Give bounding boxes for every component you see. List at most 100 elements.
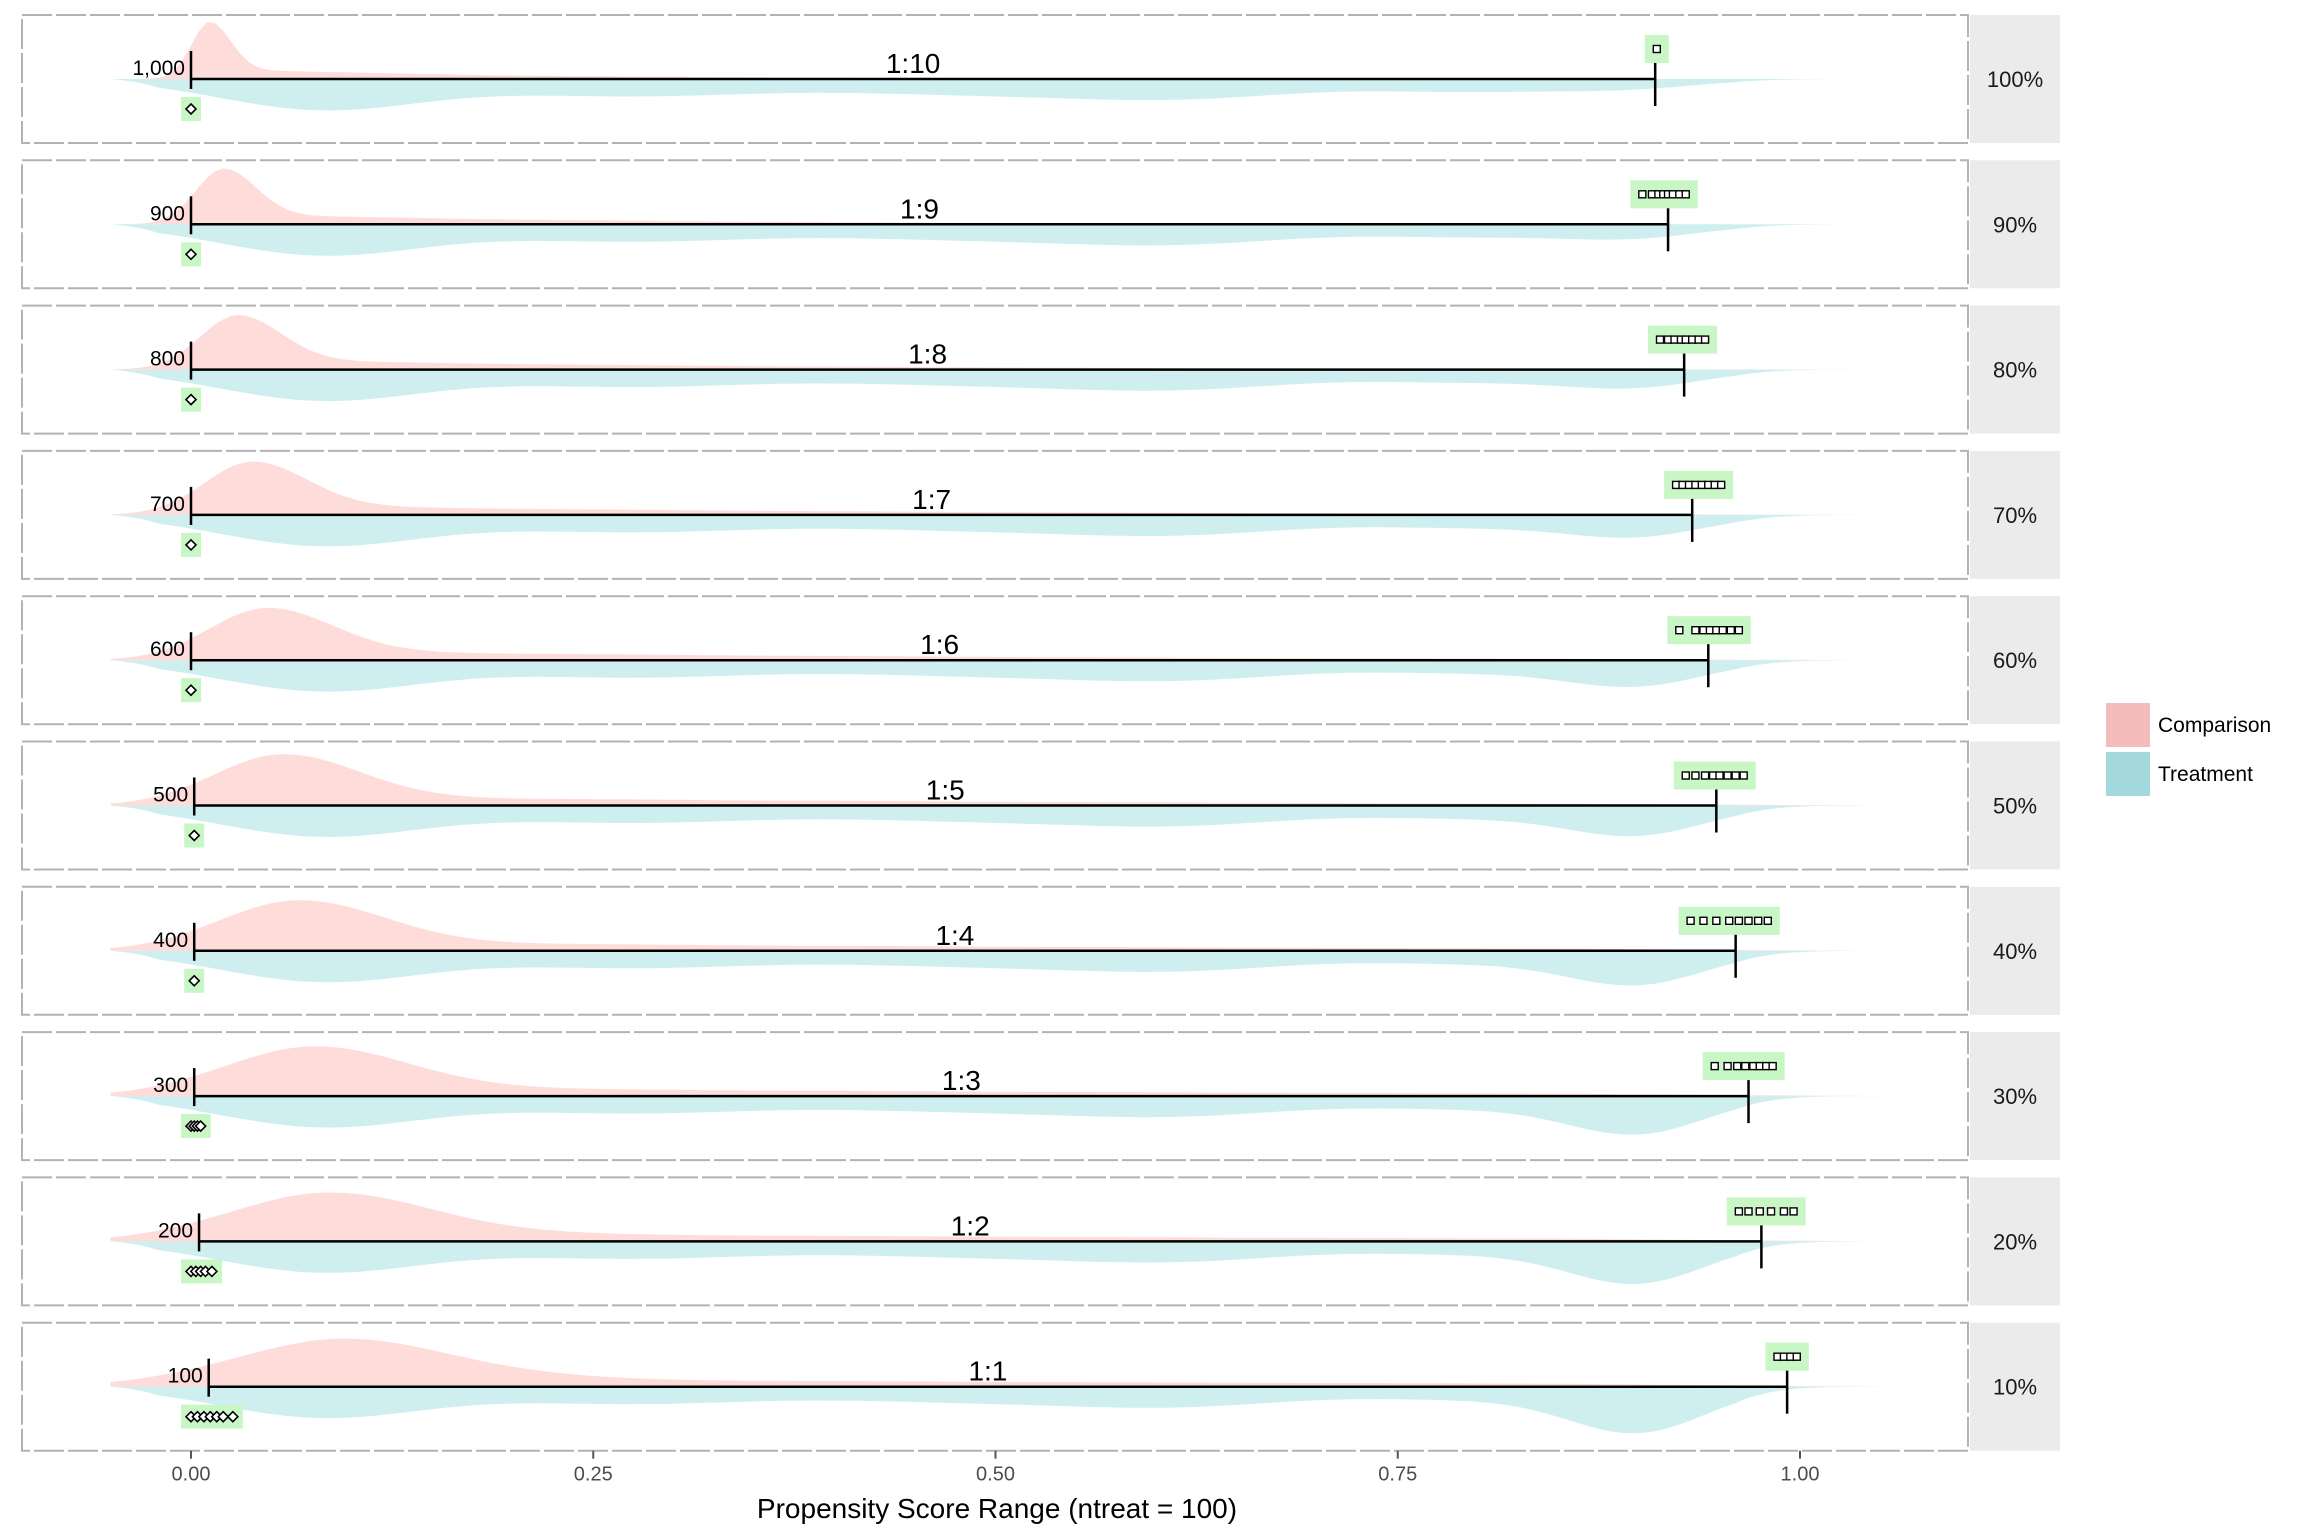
strip-label: 20% [1993, 1229, 2037, 1254]
treatment-point [1675, 626, 1684, 635]
treatment-point [1681, 771, 1690, 780]
treatment-point [1741, 1061, 1750, 1071]
treatment-point [1744, 916, 1753, 925]
comparison-density [110, 1192, 1881, 1242]
comparison-density [110, 1338, 1881, 1387]
treatment-point [1716, 480, 1726, 490]
treatment-point [1700, 335, 1710, 344]
panel-border [21, 595, 1969, 726]
panel-border [21, 1031, 1969, 1162]
treatment-point [1734, 1207, 1744, 1216]
comparison-density [110, 900, 1881, 951]
strip-label: 90% [1993, 212, 2037, 237]
n-label: 600 [150, 638, 185, 661]
ratio-label: 1:9 [900, 193, 939, 224]
ratio-label: 1:4 [935, 920, 974, 951]
strip-background [1970, 305, 2060, 434]
treatment-point [1766, 1207, 1776, 1216]
panel-border [21, 1176, 1969, 1307]
strip-background [1970, 1177, 2060, 1306]
n-label: 300 [153, 1074, 188, 1097]
facet-panels: 100% 1,000 1:10 90% 900 1:9 80% 800 1:8 70% 700 1:7… [21, 14, 2060, 1452]
treatment-point [1686, 916, 1695, 925]
treatment-point [1734, 626, 1744, 635]
facet-panel: 10% 100 1:1 [21, 1321, 2060, 1452]
n-label: 1,000 [132, 57, 185, 80]
treatment-density [110, 950, 1881, 986]
treatment-point [1652, 44, 1661, 54]
comparison-density [110, 22, 1881, 79]
treatment-point [1691, 626, 1700, 635]
comparison-density [110, 754, 1881, 806]
n-label: 400 [153, 929, 188, 952]
treatment-point [1700, 771, 1710, 780]
treatment-point [1725, 916, 1734, 925]
strip-background [1970, 886, 2060, 1015]
treatment-point [1733, 1061, 1742, 1071]
comparison-density [110, 461, 1881, 515]
legend: Comparison Treatment [2106, 703, 2271, 796]
treatment-point [1681, 190, 1690, 199]
legend-key [2106, 752, 2150, 796]
ratio-label: 1:6 [920, 629, 959, 660]
control-point [184, 248, 198, 261]
panel-border [21, 449, 1969, 580]
treatment-point [1731, 771, 1740, 780]
facet-panel: 90% 900 1:9 [21, 159, 2060, 290]
treatment-density [110, 805, 1881, 837]
strip-background [1970, 741, 2060, 870]
ratio-label: 1:3 [942, 1065, 981, 1096]
strip-background [1970, 596, 2060, 725]
treatment-point [1744, 1207, 1753, 1216]
strip-background [1970, 15, 2060, 143]
treatment-point [1710, 1061, 1719, 1071]
comparison-density [110, 607, 1881, 661]
treatment-point [1739, 771, 1748, 780]
x-axis-title: Propensity Score Range (ntreat = 100) [757, 1493, 1237, 1524]
comparison-density [110, 1046, 1881, 1097]
treatment-point [1734, 916, 1744, 925]
panel-border [21, 885, 1969, 1016]
facet-panel: 100% 1,000 1:10 [21, 14, 2060, 144]
treatment-point [1779, 1207, 1789, 1216]
strip-label: 70% [1993, 503, 2037, 528]
treatment-point [1715, 771, 1724, 780]
n-label: 500 [153, 784, 188, 807]
facet-panel: 30% 300 1:3 [21, 1031, 2060, 1162]
ratio-label: 1:7 [912, 484, 951, 515]
facet-panel: 70% 700 1:7 [21, 449, 2060, 580]
panel-border [21, 14, 1969, 144]
treatment-density [110, 1096, 1881, 1135]
facet-panel: 50% 500 1:5 [21, 740, 2060, 871]
control-point [194, 1119, 207, 1133]
control-point [205, 1265, 219, 1278]
treatment-density [110, 79, 1881, 111]
treatment-point [1691, 771, 1700, 780]
strip-background [1970, 160, 2060, 289]
treatment-point [1723, 1061, 1732, 1071]
treatment-density [110, 1241, 1881, 1284]
panel-border [21, 740, 1969, 871]
treatment-point [1768, 1061, 1777, 1071]
x-tick-label: 0.50 [976, 1464, 1015, 1486]
x-tick-label: 0.25 [574, 1464, 613, 1486]
control-point [188, 829, 201, 842]
n-label: 200 [158, 1219, 193, 1242]
facet-panel: 80% 800 1:8 [21, 304, 2060, 435]
treatment-point [1726, 626, 1736, 635]
strip-label: 30% [1993, 1084, 2037, 1109]
treatment-density [110, 514, 1881, 547]
legend-key [2106, 703, 2150, 747]
strip-label: 10% [1993, 1375, 2037, 1400]
treatment-density [110, 224, 1881, 256]
control-point [188, 974, 201, 987]
control-point [184, 102, 198, 116]
facet-panel: 60% 600 1:6 [21, 595, 2060, 726]
strip-background [1970, 1322, 2060, 1451]
treatment-point [1718, 626, 1727, 635]
control-point [184, 538, 198, 552]
treatment-point [1723, 771, 1732, 780]
treatment-point [1699, 916, 1708, 925]
ratio-label: 1:10 [886, 48, 941, 79]
x-tick-label: 0.75 [1378, 1464, 1417, 1486]
